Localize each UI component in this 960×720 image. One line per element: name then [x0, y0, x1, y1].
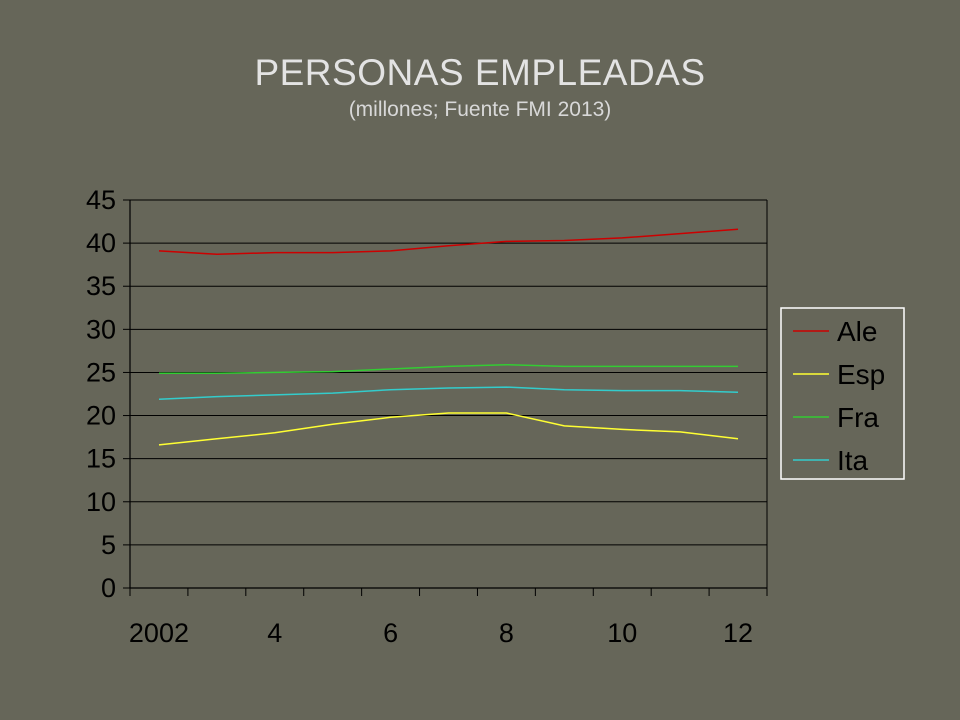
y-tick-label: 25 [86, 357, 116, 387]
y-tick-label: 20 [86, 401, 116, 431]
y-tick-label: 35 [86, 271, 116, 301]
series-line-ita [158, 386, 739, 400]
page-title: PERSONAS EMPLEADAS [254, 52, 706, 93]
legend-label-ita: Ita [837, 445, 869, 476]
series-line-ale [158, 228, 739, 256]
x-tick-label: 4 [267, 618, 282, 648]
axes [123, 199, 768, 596]
series-line-esp [158, 412, 739, 446]
y-tick-label: 15 [86, 444, 116, 474]
legend-label-fra: Fra [837, 402, 879, 433]
y-tick-label: 40 [86, 228, 116, 258]
legend: Ale Esp Fra Ita [780, 307, 905, 480]
legend-box [780, 307, 905, 480]
legend-label-ale: Ale [837, 316, 877, 347]
x-tick-label: 12 [723, 618, 753, 648]
x-tick-label: 10 [607, 618, 637, 648]
x-tick-label: 6 [383, 618, 398, 648]
y-tick-label: 45 [86, 185, 116, 215]
tick-labels: 0 5 10 15 20 25 30 35 40 45 2002 4 6 8 10 12 [86, 185, 753, 648]
page-subtitle: (millones; Fuente FMI 2013) [348, 98, 612, 121]
y-tick-label: 0 [101, 573, 116, 603]
y-tick-label: 10 [86, 487, 116, 517]
x-tick-label: 2002 [129, 618, 189, 648]
x-tick-label: 8 [499, 618, 514, 648]
y-tick-label: 30 [86, 314, 116, 344]
grid-lines [130, 199, 767, 546]
series-line-fra [159, 363, 738, 375]
series-lines [158, 228, 739, 446]
legend-label-esp: Esp [837, 359, 885, 390]
y-tick-label: 5 [101, 530, 116, 560]
